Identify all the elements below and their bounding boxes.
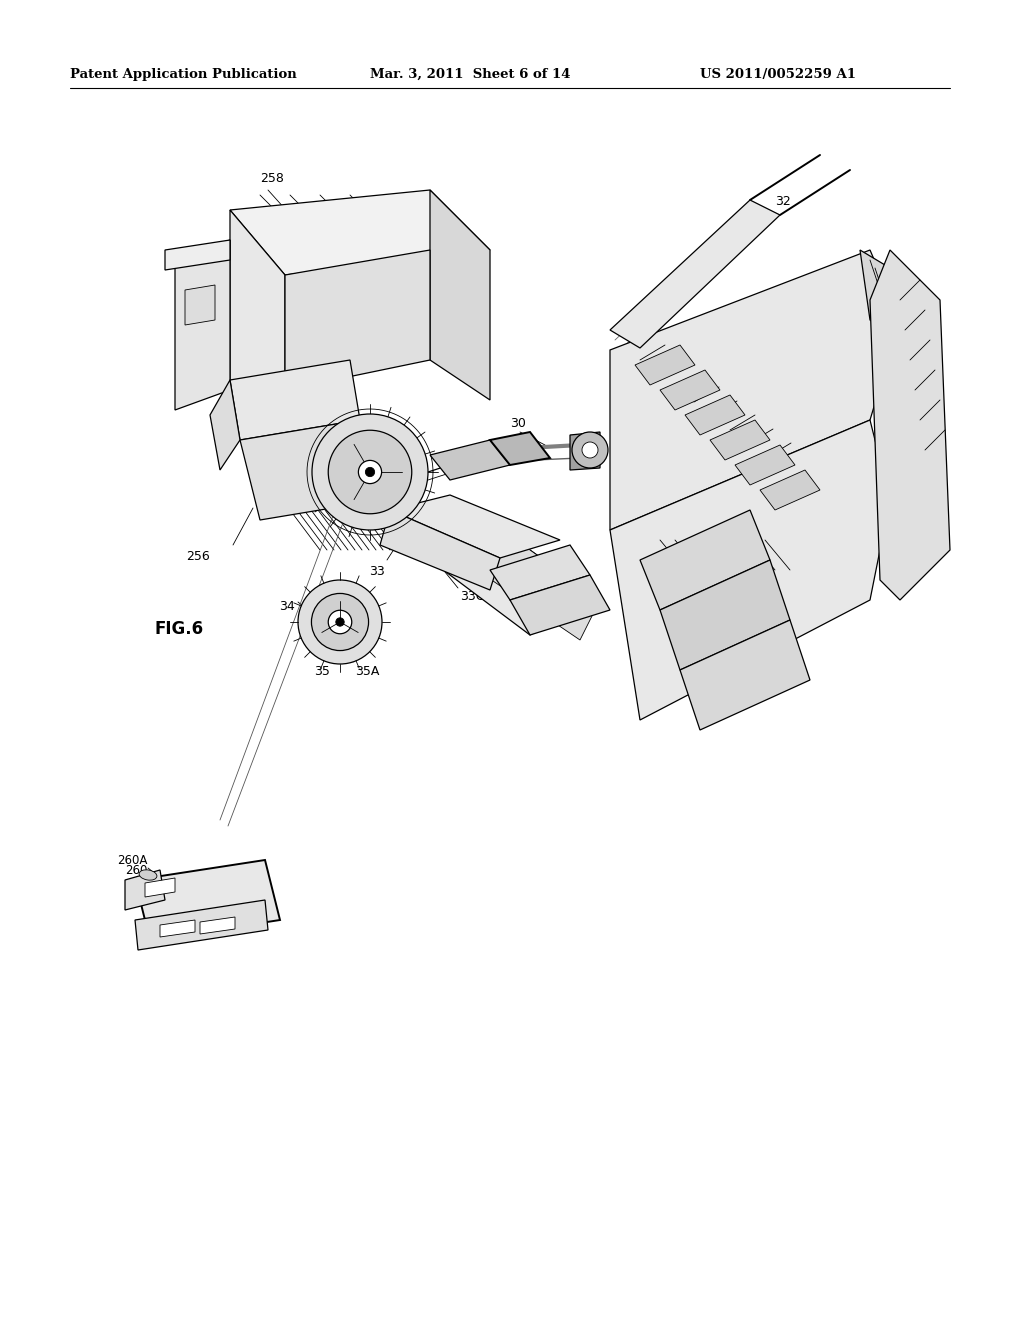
Text: 32: 32 — [775, 195, 791, 209]
Circle shape — [311, 594, 369, 651]
Text: 260: 260 — [125, 865, 147, 876]
Polygon shape — [135, 900, 268, 950]
Circle shape — [358, 461, 382, 483]
Polygon shape — [510, 576, 610, 635]
Text: 260A: 260A — [117, 854, 147, 867]
Polygon shape — [635, 345, 695, 385]
Polygon shape — [390, 500, 600, 635]
Text: FIG.6: FIG.6 — [155, 620, 204, 638]
Polygon shape — [685, 395, 745, 436]
Polygon shape — [660, 560, 790, 671]
Polygon shape — [230, 190, 490, 275]
Circle shape — [312, 414, 428, 531]
Polygon shape — [230, 210, 285, 430]
Circle shape — [329, 430, 412, 513]
Polygon shape — [860, 249, 920, 350]
Circle shape — [582, 442, 598, 458]
Polygon shape — [430, 440, 510, 480]
Polygon shape — [430, 190, 490, 400]
Text: 33A: 33A — [480, 579, 504, 593]
Circle shape — [336, 618, 344, 626]
Circle shape — [329, 610, 352, 634]
Text: 258: 258 — [260, 172, 284, 185]
Polygon shape — [440, 500, 600, 640]
Polygon shape — [660, 370, 720, 411]
Polygon shape — [200, 917, 234, 935]
Polygon shape — [610, 201, 780, 348]
Polygon shape — [145, 878, 175, 898]
Polygon shape — [125, 870, 165, 909]
Text: 35A: 35A — [355, 665, 379, 678]
Circle shape — [298, 579, 382, 664]
Polygon shape — [490, 545, 590, 601]
Text: 256: 256 — [186, 550, 210, 564]
Polygon shape — [175, 240, 230, 411]
Polygon shape — [380, 510, 500, 590]
Polygon shape — [285, 249, 430, 389]
Polygon shape — [135, 861, 280, 940]
Polygon shape — [240, 420, 380, 520]
Polygon shape — [570, 432, 600, 470]
Text: US 2011/0052259 A1: US 2011/0052259 A1 — [700, 69, 856, 81]
Polygon shape — [165, 240, 230, 271]
Text: 33C: 33C — [460, 590, 484, 603]
Polygon shape — [735, 445, 795, 484]
Circle shape — [366, 467, 375, 477]
Polygon shape — [230, 360, 360, 440]
Polygon shape — [710, 420, 770, 459]
Text: 33B: 33B — [540, 558, 564, 572]
Polygon shape — [390, 495, 560, 558]
Polygon shape — [490, 432, 550, 465]
Text: Patent Application Publication: Patent Application Publication — [70, 69, 297, 81]
Polygon shape — [640, 510, 770, 610]
Text: 30: 30 — [510, 417, 526, 430]
Polygon shape — [185, 285, 215, 325]
Polygon shape — [610, 249, 900, 531]
Text: 35: 35 — [314, 665, 330, 678]
Polygon shape — [610, 420, 890, 719]
Ellipse shape — [139, 870, 157, 880]
Polygon shape — [210, 380, 240, 470]
Circle shape — [572, 432, 608, 469]
Polygon shape — [760, 470, 820, 510]
Text: 34: 34 — [280, 601, 295, 612]
Text: Mar. 3, 2011  Sheet 6 of 14: Mar. 3, 2011 Sheet 6 of 14 — [370, 69, 570, 81]
Polygon shape — [160, 920, 195, 937]
Polygon shape — [870, 249, 950, 601]
Text: 33: 33 — [370, 565, 385, 578]
Polygon shape — [680, 620, 810, 730]
